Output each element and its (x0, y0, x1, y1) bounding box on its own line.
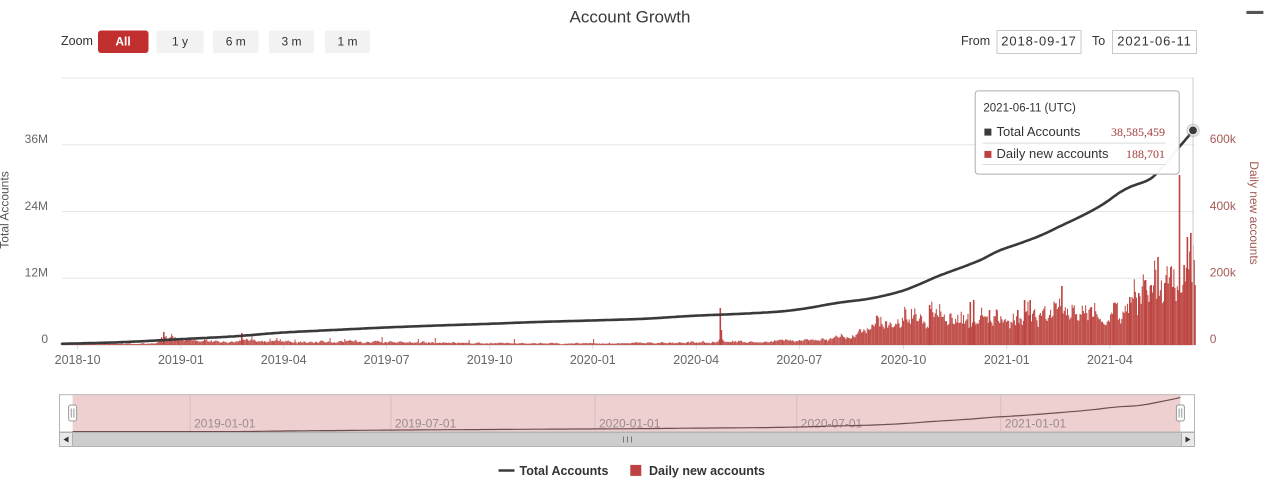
svg-text:From: From (961, 34, 990, 48)
svg-text:2019-10: 2019-10 (467, 353, 513, 367)
svg-text:0: 0 (41, 332, 48, 346)
svg-text:2020-07: 2020-07 (776, 353, 822, 367)
svg-text:2021-04: 2021-04 (1087, 353, 1133, 367)
svg-text:400k: 400k (1210, 199, 1237, 213)
svg-text:38,585,459: 38,585,459 (1111, 125, 1165, 139)
svg-text:2020-01: 2020-01 (570, 353, 616, 367)
svg-text:Daily new accounts: Daily new accounts (1247, 161, 1261, 264)
svg-text:12M: 12M (25, 266, 48, 280)
svg-text:2020-04: 2020-04 (673, 353, 719, 367)
svg-text:1 m: 1 m (337, 35, 357, 49)
svg-text:2021-06-11 (UTC): 2021-06-11 (UTC) (983, 103, 1076, 115)
svg-text:2019-07-01: 2019-07-01 (395, 417, 457, 431)
svg-text:Account Growth: Account Growth (570, 8, 691, 27)
svg-text:2019-04: 2019-04 (261, 353, 307, 367)
svg-text:2019-01-01: 2019-01-01 (194, 417, 256, 431)
svg-text:To: To (1092, 34, 1105, 48)
svg-text:2019-07: 2019-07 (364, 353, 410, 367)
svg-text:2020-07-01: 2020-07-01 (801, 417, 863, 431)
svg-text:1 y: 1 y (172, 35, 188, 49)
svg-text:200k: 200k (1210, 266, 1237, 280)
svg-text:Total Accounts: Total Accounts (997, 124, 1081, 139)
svg-text:2021-06-11: 2021-06-11 (1117, 34, 1192, 49)
svg-text:2018-10: 2018-10 (55, 353, 101, 367)
svg-text:188,701: 188,701 (1126, 147, 1165, 161)
svg-text:2018-09-17: 2018-09-17 (1001, 34, 1077, 49)
svg-text:2021-01-01: 2021-01-01 (1005, 417, 1067, 431)
svg-text:Daily new accounts: Daily new accounts (997, 146, 1109, 161)
svg-text:0: 0 (1210, 332, 1217, 346)
svg-text:36M: 36M (25, 132, 48, 146)
svg-text:Daily new accounts: Daily new accounts (649, 464, 765, 478)
svg-text:Zoom: Zoom (61, 34, 93, 48)
svg-text:600k: 600k (1210, 132, 1237, 146)
svg-text:6 m: 6 m (226, 35, 246, 49)
svg-text:Total Accounts: Total Accounts (0, 171, 12, 248)
svg-text:All: All (115, 35, 130, 49)
svg-text:24M: 24M (25, 199, 48, 213)
svg-text:Total Accounts: Total Accounts (520, 464, 609, 478)
svg-text:2020-01-01: 2020-01-01 (599, 417, 661, 431)
svg-text:2021-01: 2021-01 (984, 353, 1030, 367)
svg-text:2019-01: 2019-01 (158, 353, 204, 367)
svg-text:3 m: 3 m (281, 35, 301, 49)
svg-text:2020-10: 2020-10 (880, 353, 926, 367)
